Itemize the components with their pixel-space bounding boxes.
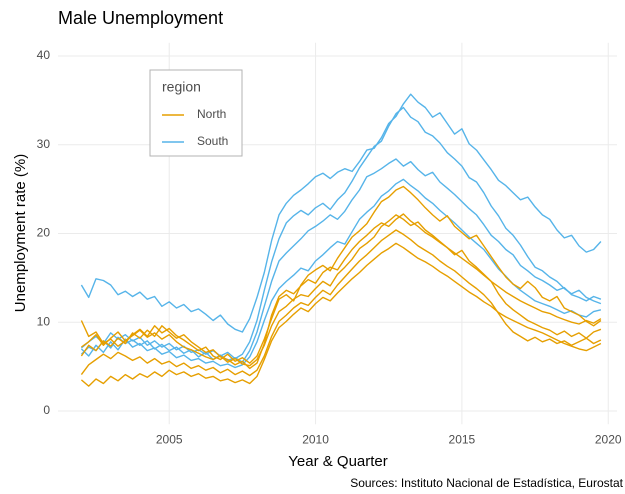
y-tick-label: 20 bbox=[37, 226, 51, 240]
series-line bbox=[80, 93, 602, 333]
chart-title: Male Unemployment bbox=[58, 8, 223, 28]
caption: Sources: Instituto Nacional de Estadísti… bbox=[350, 476, 623, 490]
series-line bbox=[80, 106, 602, 360]
x-tick-label: 2010 bbox=[302, 432, 329, 446]
legend-label: South bbox=[197, 134, 228, 148]
series-line bbox=[80, 214, 602, 367]
y-tick-label: 10 bbox=[37, 314, 51, 328]
series-line bbox=[80, 158, 602, 363]
y-tick-label: 40 bbox=[37, 48, 51, 62]
y-tick-label: 30 bbox=[37, 137, 51, 151]
x-tick-label: 2020 bbox=[595, 432, 622, 446]
x-axis-title: Year & Quarter bbox=[288, 453, 388, 470]
y-axis-title: Unemployment rate (%) bbox=[12, 154, 29, 312]
x-tick-label: 2015 bbox=[449, 432, 476, 446]
x-tick-label: 2005 bbox=[156, 432, 183, 446]
series-line bbox=[80, 185, 602, 364]
series-line bbox=[80, 242, 602, 387]
legend-title: region bbox=[162, 79, 201, 95]
series-line bbox=[80, 178, 602, 369]
legend-label: North bbox=[197, 107, 226, 121]
series-line bbox=[80, 213, 602, 370]
legend: region North South bbox=[149, 69, 243, 157]
y-tick-label: 0 bbox=[43, 403, 50, 417]
series-line bbox=[80, 229, 602, 377]
